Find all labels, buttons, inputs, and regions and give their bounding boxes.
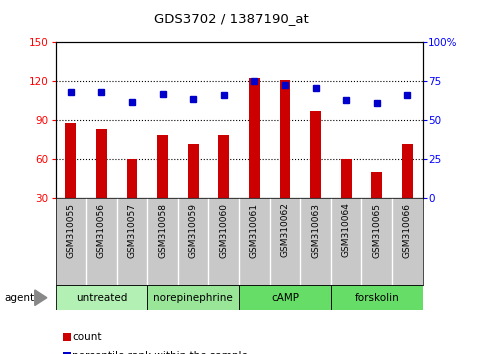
Bar (341, 159, 352, 198)
Text: GSM310061: GSM310061 (250, 202, 259, 258)
Text: norepinephrine: norepinephrine (153, 293, 233, 303)
Bar (371, 172, 382, 198)
Bar (147, 285, 239, 310)
Polygon shape (35, 290, 47, 306)
Text: GSM310055: GSM310055 (66, 202, 75, 258)
Text: GSM310060: GSM310060 (219, 202, 228, 258)
Text: GSM310066: GSM310066 (403, 202, 412, 258)
Text: count: count (72, 332, 102, 342)
Bar (280, 80, 290, 198)
Bar (310, 111, 321, 198)
Bar (56, 285, 147, 310)
Text: GSM310058: GSM310058 (158, 202, 167, 258)
Text: untreated: untreated (76, 293, 127, 303)
Text: GSM310057: GSM310057 (128, 202, 137, 258)
Bar (402, 144, 412, 198)
Bar (66, 123, 76, 198)
Bar (127, 159, 137, 198)
Text: GSM310063: GSM310063 (311, 202, 320, 258)
Bar (331, 285, 423, 310)
Bar (157, 135, 168, 198)
Text: GSM310064: GSM310064 (341, 202, 351, 257)
Bar (249, 78, 260, 198)
Bar (96, 130, 107, 198)
Text: GSM310062: GSM310062 (281, 202, 289, 257)
Bar (218, 135, 229, 198)
Text: agent: agent (5, 293, 35, 303)
Text: GSM310059: GSM310059 (189, 202, 198, 258)
Text: GSM310056: GSM310056 (97, 202, 106, 258)
Text: cAMP: cAMP (271, 293, 299, 303)
Bar (188, 144, 199, 198)
Text: GDS3702 / 1387190_at: GDS3702 / 1387190_at (155, 12, 309, 25)
Text: forskolin: forskolin (355, 293, 399, 303)
Bar (239, 285, 331, 310)
Text: percentile rank within the sample: percentile rank within the sample (72, 352, 248, 354)
Text: GSM310065: GSM310065 (372, 202, 381, 258)
